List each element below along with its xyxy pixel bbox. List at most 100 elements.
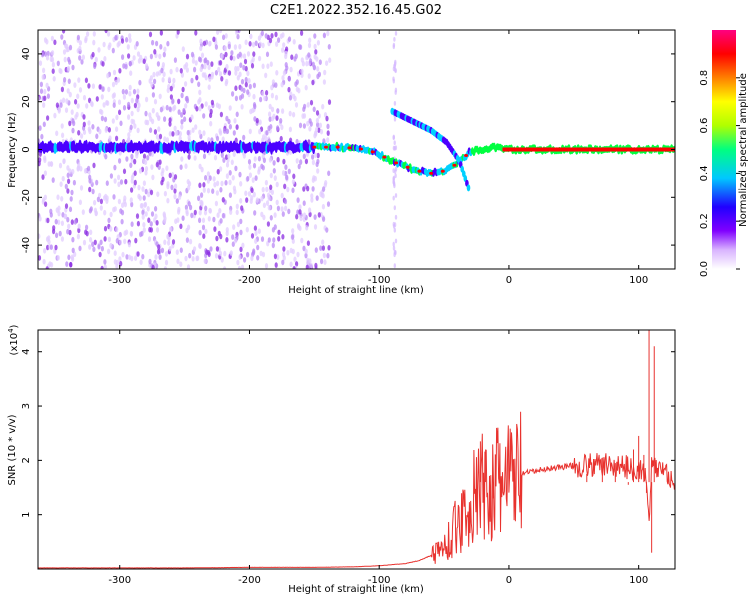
noise-dot [41, 74, 45, 80]
noise-dot [107, 248, 111, 255]
noise-dot [115, 114, 119, 121]
noise-dot [240, 205, 244, 211]
figure-title: C2E1.2022.352.16.45.G02 [270, 3, 442, 18]
noise-dot [270, 33, 274, 39]
noise-dot [148, 258, 152, 265]
noise-dot [234, 165, 238, 172]
noise-dot [179, 164, 183, 170]
noise-dot [292, 173, 296, 180]
noise-dot [133, 179, 137, 186]
snr-line [38, 411, 675, 569]
noise-dot [41, 51, 45, 58]
noise-dot [306, 240, 310, 246]
noise-dot [104, 153, 108, 160]
trace-hotspot [335, 145, 340, 149]
noise-dot [121, 202, 125, 208]
noise-dot [232, 224, 236, 230]
noise-dot [221, 212, 225, 219]
noise-dot [242, 153, 246, 159]
noise-dot [218, 208, 222, 214]
noise-dot [255, 197, 259, 203]
noise-dot [302, 106, 306, 112]
noise-dot [193, 246, 197, 252]
noise-dot [292, 111, 296, 118]
noise-dot [102, 102, 106, 108]
noise-dot [42, 121, 46, 128]
trace-hotspot [370, 150, 375, 154]
noise-dot [233, 188, 237, 195]
noise-dot [248, 41, 252, 47]
noise-dot [130, 187, 134, 193]
noise-dot [68, 91, 72, 98]
noise-dot [160, 179, 164, 186]
noise-dot [328, 57, 332, 63]
noise-dot [256, 244, 260, 251]
noise-dot [140, 230, 144, 237]
colorbar-ticks: 0.0 0.2 0.4 0.6 0.8 [699, 70, 740, 277]
noise-dot [325, 60, 329, 66]
noise-dot [77, 77, 81, 83]
noise-dot [322, 186, 326, 192]
noise-dot [156, 249, 161, 255]
noise-dot [216, 180, 220, 187]
noise-dot [168, 117, 172, 123]
noise-dot [231, 241, 235, 247]
noise-dot [284, 62, 288, 68]
y-tick-label: 1 [21, 511, 32, 517]
noise-dot [279, 118, 283, 124]
noise-dot [39, 88, 44, 94]
trace-hotspot [312, 145, 317, 149]
noise-dot [215, 190, 219, 196]
noise-dot [127, 137, 131, 143]
noise-dot [198, 217, 202, 224]
noise-dot [161, 62, 165, 68]
noise-dot [76, 166, 80, 172]
noise-dot [168, 106, 172, 112]
noise-dot [280, 192, 284, 199]
noise-dot [314, 247, 318, 253]
noise-dot [394, 238, 398, 244]
noise-dot [322, 32, 326, 39]
noise-dot [92, 31, 96, 37]
noise-dot [180, 112, 184, 118]
noise-dot [148, 150, 152, 157]
noise-dot [275, 70, 279, 76]
noise-dot [179, 247, 183, 253]
noise-dot [99, 205, 103, 211]
noise-dot [208, 76, 212, 82]
noise-dot [321, 239, 325, 245]
noise-dot [199, 45, 203, 52]
noise-dot [85, 224, 89, 231]
noise-dot [208, 207, 212, 214]
noise-dot [195, 74, 199, 81]
noise-dot [128, 33, 132, 39]
noise-dot [257, 35, 261, 41]
noise-dot [47, 235, 51, 241]
noise-dot [270, 92, 274, 99]
noise-dot [185, 237, 189, 243]
noise-dot [210, 99, 214, 106]
noise-dot [321, 203, 325, 210]
noise-dot [223, 45, 227, 52]
noise-dot [83, 168, 88, 174]
noise-dot [105, 180, 109, 186]
noise-dot [173, 57, 177, 63]
noise-dot [223, 266, 227, 269]
noise-dot [267, 237, 271, 243]
noise-dot [305, 264, 309, 269]
noise-dot [319, 245, 323, 251]
noise-dot [281, 234, 285, 240]
noise-dot [117, 198, 121, 205]
main-trace [38, 139, 675, 177]
noise-dot [200, 200, 204, 206]
x-tick-label: -200 [238, 275, 261, 286]
noise-dot [308, 258, 312, 264]
noise-dot [206, 178, 210, 184]
noise-dot [323, 259, 327, 266]
noise-dot [264, 33, 268, 39]
noise-dot [72, 179, 76, 186]
noise-dot [234, 65, 238, 72]
noise-dot [220, 180, 224, 187]
noise-dot [188, 252, 192, 259]
noise-dot [262, 202, 266, 209]
